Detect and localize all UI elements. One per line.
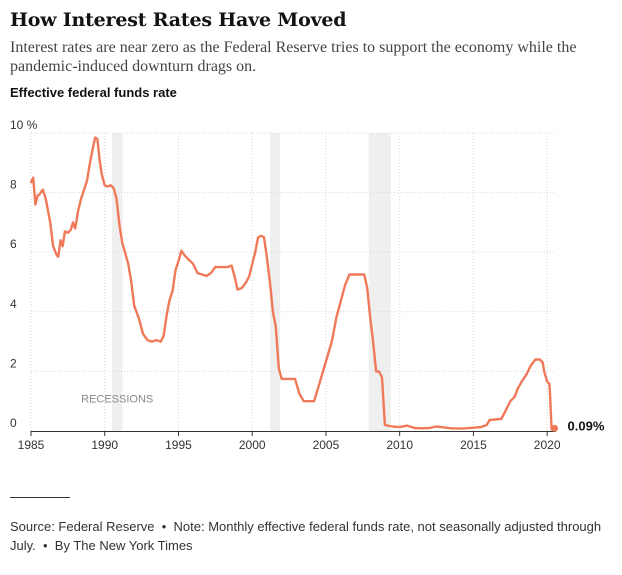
recession-band (269, 133, 281, 431)
series-lines (29, 136, 556, 431)
axes: 1985 1990 1995 2000 2005 2010 2015 2020 (18, 431, 561, 452)
recessions-label: RECESSIONS (81, 394, 153, 406)
x-tick-label: 1995 (165, 438, 192, 452)
y-tick-label: 10 % (10, 118, 38, 132)
x-tick-label: 2000 (239, 438, 266, 452)
footer-note: Source: Federal Reserve • Note: Monthly … (10, 517, 610, 555)
y-tick-label: 6 (10, 237, 17, 251)
x-tick-label: 2005 (313, 438, 340, 452)
bullet-separator: • (39, 538, 52, 553)
x-tick-label: 1985 (18, 438, 45, 452)
y-tick-label: 8 (10, 178, 17, 192)
note-text: Note: Monthly effective federal funds ra… (10, 519, 602, 553)
recession-band (368, 133, 391, 431)
y-tick-label: 2 (10, 356, 17, 370)
y-tick-label: 0 (10, 416, 17, 430)
series-label: Effective federal funds rate (10, 85, 177, 100)
gridlines: 0 2 4 6 8 10 % (10, 118, 556, 431)
line-chart: RECESSIONS 0 2 4 6 8 10 % 1985 1990 1995 2000 200… (10, 118, 605, 452)
x-tick-label: 2020 (534, 438, 561, 452)
rate-line (29, 136, 556, 431)
recession-band (112, 133, 123, 431)
chart-subtitle: Interest rates are near zero as the Fede… (10, 39, 577, 75)
footer-divider (10, 497, 70, 498)
end-point-marker (551, 424, 559, 432)
x-tick-label: 2010 (386, 438, 413, 452)
y-tick-label: 4 (10, 297, 17, 311)
bullet-separator: • (158, 519, 170, 534)
x-tick-label: 1990 (91, 438, 118, 452)
source-text: Source: Federal Reserve (10, 519, 155, 534)
x-tick-label: 2015 (460, 438, 487, 452)
annotations: 0.09% (551, 418, 605, 433)
end-value-label: 0.09% (568, 418, 605, 433)
byline-text: By The New York Times (54, 538, 193, 553)
chart-title: How Interest Rates Have Moved (10, 9, 347, 31)
